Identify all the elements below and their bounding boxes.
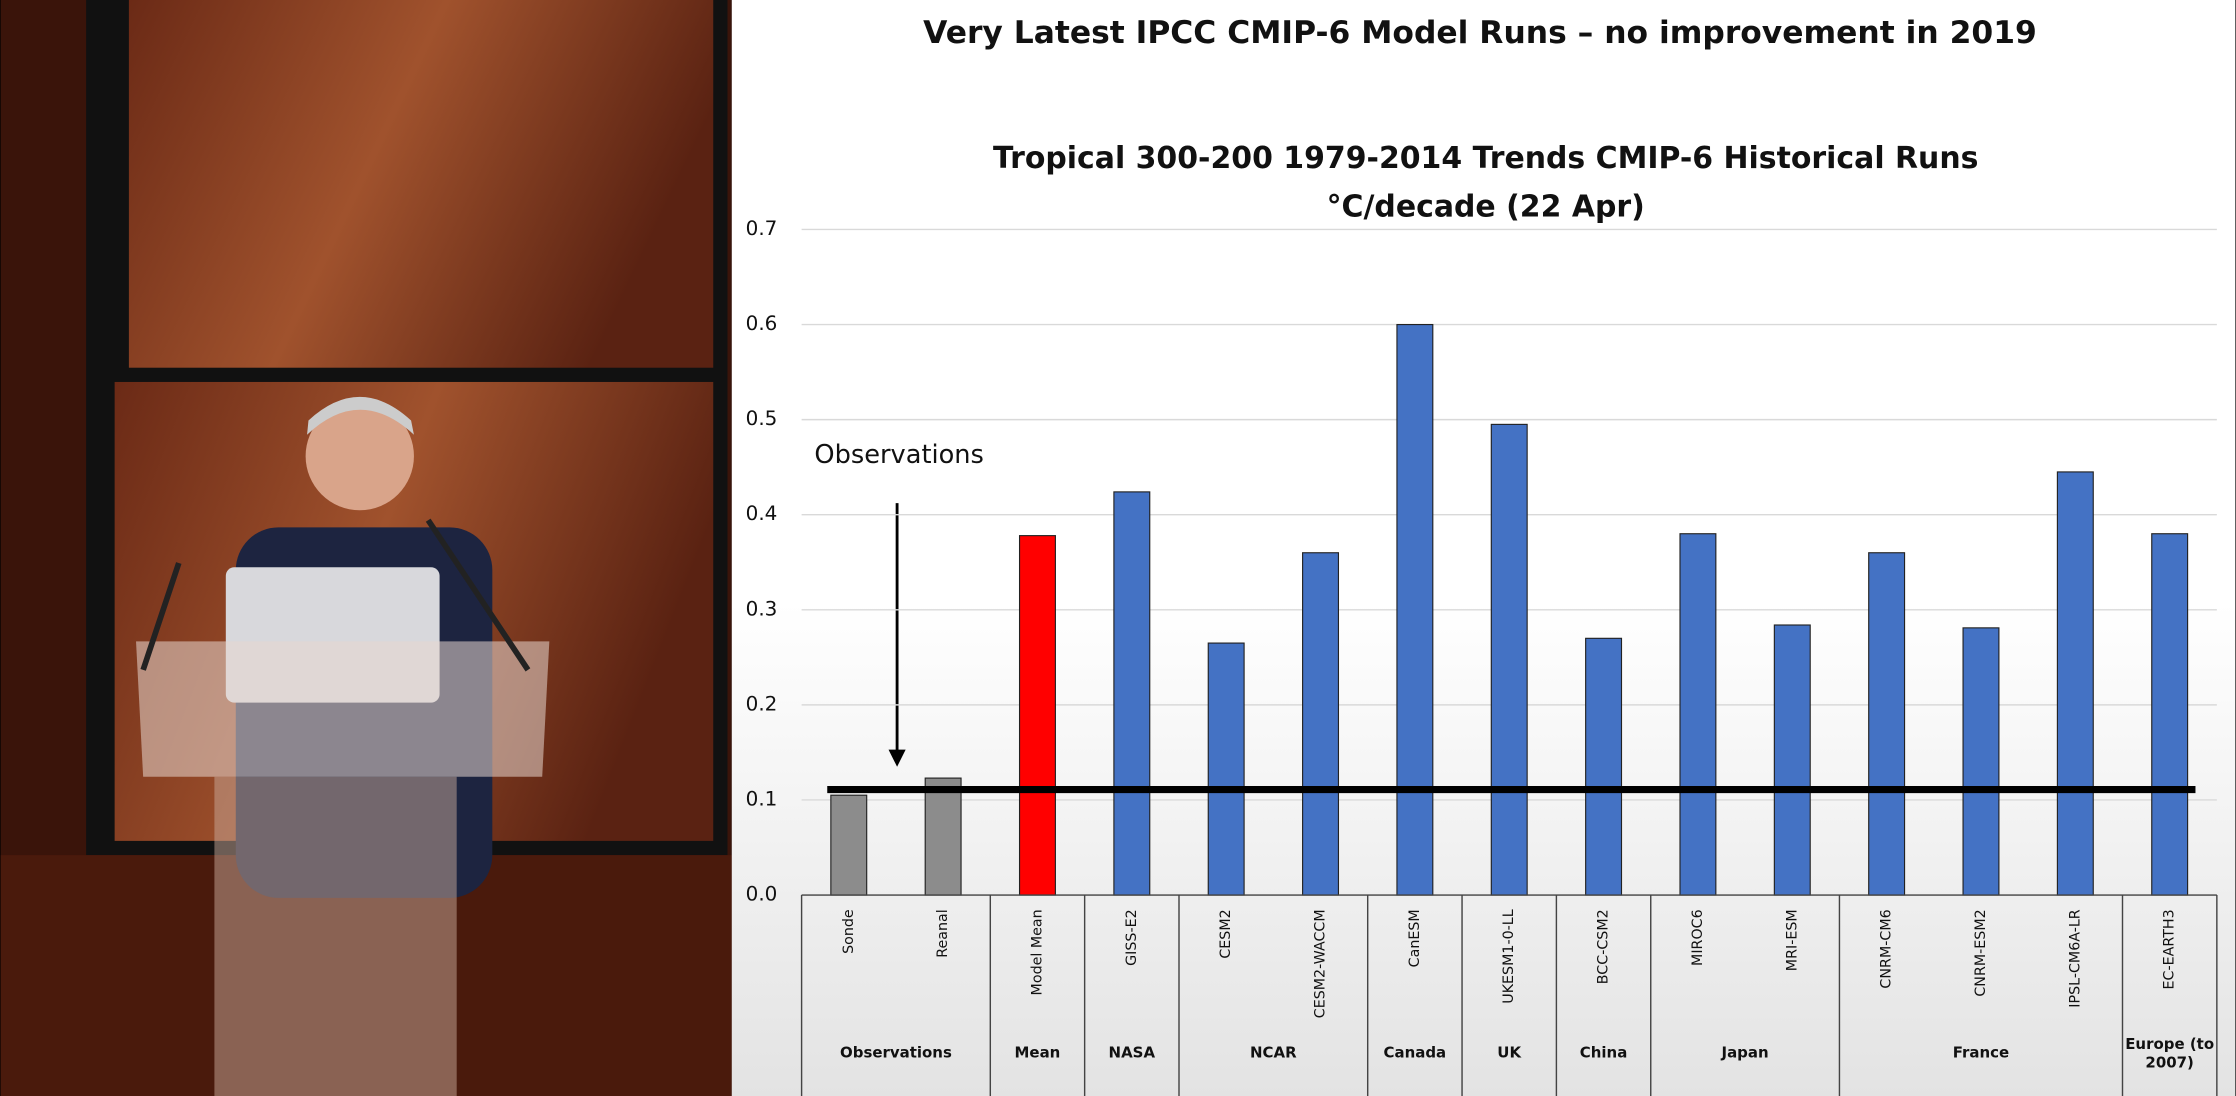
group-label-box: Europe (to 2007) bbox=[2125, 1035, 2215, 1072]
bar bbox=[1113, 491, 1151, 896]
group-label: Mean bbox=[1014, 1045, 1061, 1063]
bar bbox=[2151, 533, 2189, 896]
group-label-box: Japan bbox=[1721, 1045, 1769, 1063]
bar bbox=[1018, 535, 1056, 896]
group-label-box: NCAR bbox=[1250, 1045, 1297, 1063]
group-label: UK bbox=[1497, 1045, 1522, 1063]
bar bbox=[1302, 552, 1340, 896]
group-label: Japan bbox=[1721, 1045, 1769, 1063]
x-tick-label: CNRM-ESM2 bbox=[1973, 909, 1989, 996]
y-tick-label: 0.6 bbox=[746, 311, 778, 335]
y-tick-label: 0.3 bbox=[746, 596, 778, 620]
group-label-box: Mean bbox=[1014, 1045, 1061, 1063]
bar bbox=[1773, 624, 1811, 896]
x-tick-label: Reanal bbox=[935, 909, 951, 957]
bar bbox=[1396, 323, 1434, 896]
x-tick-label: CESM2-WACCM bbox=[1313, 909, 1329, 1018]
group-label: NASA bbox=[1108, 1045, 1156, 1063]
speaker-photo bbox=[0, 0, 732, 1096]
bar bbox=[1585, 637, 1623, 896]
group-label: France bbox=[1952, 1045, 2010, 1063]
chart-subtitle: °C/decade (22 Apr) bbox=[1327, 190, 1645, 225]
chart-title: Tropical 300-200 1979-2014 Trends CMIP-6… bbox=[993, 141, 1978, 176]
slide-title: Very Latest IPCC CMIP-6 Model Runs – no … bbox=[923, 15, 2037, 51]
group-label-box: Observations bbox=[840, 1045, 952, 1063]
x-tick-label: Model Mean bbox=[1029, 909, 1045, 995]
group-label: Observations bbox=[840, 1045, 952, 1063]
bar bbox=[2056, 471, 2094, 896]
slide bbox=[731, 0, 2236, 1096]
y-tick-label: 0.1 bbox=[746, 786, 778, 810]
x-tick-label: MIROC6 bbox=[1690, 909, 1706, 966]
x-tick-label: MRI-ESM bbox=[1784, 909, 1800, 971]
group-label: Canada bbox=[1383, 1045, 1447, 1063]
bar bbox=[830, 794, 868, 896]
bar bbox=[1490, 423, 1528, 896]
x-tick-label: IPSL-CM6A-LR bbox=[2067, 909, 2083, 1007]
group-label-box: China bbox=[1579, 1045, 1628, 1063]
y-tick-label: 0.0 bbox=[746, 882, 778, 906]
y-tick-label: 0.7 bbox=[746, 216, 778, 240]
annotation: Observations bbox=[814, 440, 984, 470]
x-tick-label: CESM2 bbox=[1218, 909, 1234, 958]
group-label-box: UK bbox=[1497, 1045, 1522, 1063]
x-tick-label: GISS-E2 bbox=[1124, 909, 1140, 966]
x-tick-label: Sonde bbox=[841, 909, 857, 954]
bar bbox=[1868, 552, 1906, 896]
group-label-box: France bbox=[1952, 1045, 2010, 1063]
arrow-head bbox=[888, 749, 906, 767]
group-label: China bbox=[1579, 1045, 1628, 1063]
x-tick-label: EC-EARTH3 bbox=[2162, 909, 2178, 989]
group-label: NCAR bbox=[1250, 1045, 1297, 1063]
x-tick-label: CanESM bbox=[1407, 909, 1423, 967]
group-label: Europe (to 2007) bbox=[2125, 1035, 2215, 1072]
group-label-box: NASA bbox=[1108, 1045, 1156, 1063]
y-tick-label: 0.5 bbox=[746, 406, 778, 430]
x-tick-label: CNRM-CM6 bbox=[1879, 909, 1895, 988]
bar bbox=[1962, 627, 2000, 896]
y-tick-label: 0.2 bbox=[746, 691, 778, 715]
y-tick-label: 0.4 bbox=[746, 501, 778, 525]
bar bbox=[1679, 533, 1717, 896]
bar bbox=[1207, 642, 1245, 896]
bar bbox=[924, 777, 962, 896]
x-tick-label: UKESM1-0-LL bbox=[1501, 909, 1517, 1003]
x-tick-label: BCC-CSM2 bbox=[1596, 909, 1612, 984]
group-label-box: Canada bbox=[1383, 1045, 1447, 1063]
